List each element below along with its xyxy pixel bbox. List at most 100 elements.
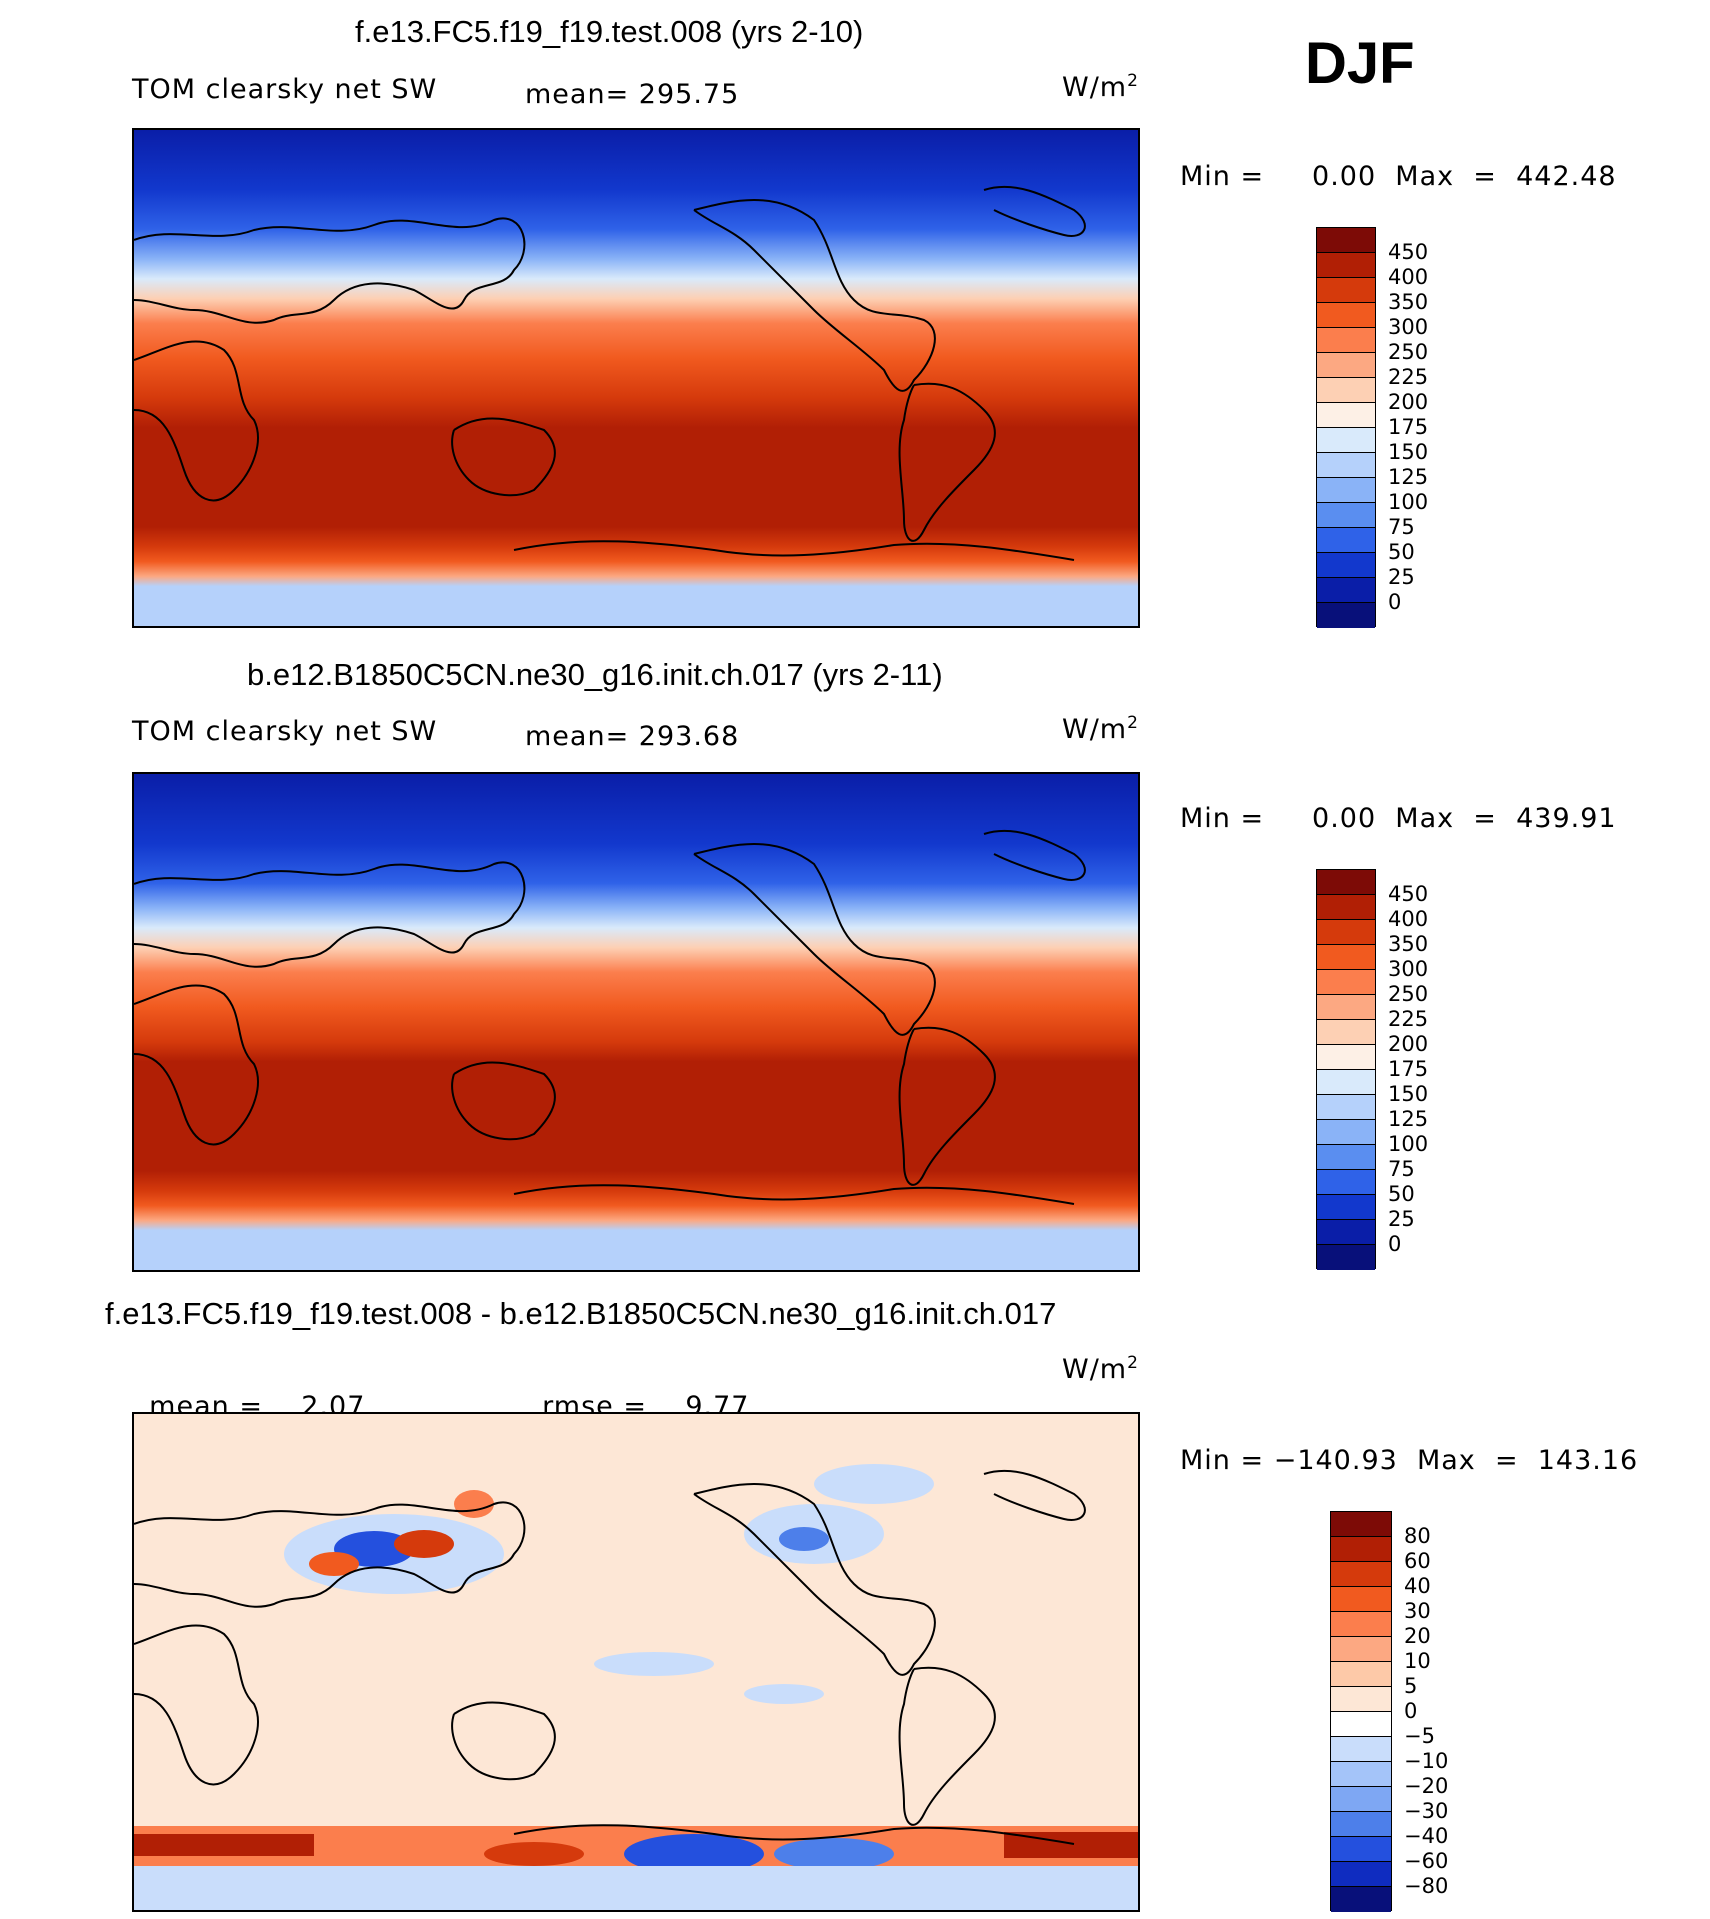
colorbar-segment: [1317, 453, 1375, 478]
colorbar-tick-label: 200: [1388, 390, 1429, 414]
panel-3-minmax: Min = −140.93 Max = 143.16: [1180, 1445, 1639, 1476]
colorbar-tick-label: 75: [1388, 1157, 1415, 1181]
colorbar-segment: [1331, 1562, 1391, 1587]
colorbar-segment: [1317, 228, 1375, 253]
colorbar-segment: [1317, 528, 1375, 553]
colorbar-segment: [1331, 1812, 1391, 1837]
colorbar-segment: [1317, 328, 1375, 353]
colorbar-segment: [1317, 945, 1375, 970]
colorbar-segment: [1331, 1662, 1391, 1687]
colorbar-tick-label: −10: [1404, 1749, 1449, 1773]
colorbar-tick-label: 60: [1404, 1549, 1431, 1573]
colorbar-segment: [1317, 1245, 1375, 1270]
colorbar-tick-label: 50: [1388, 1182, 1415, 1206]
colorbar-segment: [1317, 428, 1375, 453]
colorbar-segment: [1317, 1070, 1375, 1095]
colorbar-tick-label: 450: [1388, 882, 1429, 906]
colorbar-segment: [1317, 1170, 1375, 1195]
season-label: DJF: [1305, 31, 1415, 96]
panel-2-minmax: Min = 0.00 Max = 439.91: [1180, 803, 1617, 834]
colorbar-tick-label: 175: [1388, 415, 1429, 439]
colorbar-segment: [1317, 353, 1375, 378]
colorbar-tick-label: 400: [1388, 907, 1429, 931]
panel-1-units-sup: 2: [1127, 71, 1139, 91]
panel-1-map: [132, 128, 1140, 628]
panel-1-title: f.e13.FC5.f19_f19.test.008 (yrs 2-10): [355, 14, 864, 49]
panel-3-title: f.e13.FC5.f19_f19.test.008 - b.e12.B1850…: [105, 1296, 1057, 1331]
colorbar-tick-label: −5: [1404, 1724, 1435, 1748]
panel-1-mean-value: 295.75: [638, 79, 740, 110]
colorbar-segment: [1331, 1587, 1391, 1612]
colorbar-segment: [1317, 378, 1375, 403]
colorbar-tick-label: 10: [1404, 1649, 1431, 1673]
colorbar-tick-label: −60: [1404, 1849, 1449, 1873]
colorbar-tick-label: 350: [1388, 290, 1429, 314]
colorbar-tick-label: 75: [1388, 515, 1415, 539]
panel-1-colorbar-box: [1316, 227, 1376, 628]
colorbar-tick-label: 125: [1388, 1107, 1429, 1131]
colorbar-tick-label: −80: [1404, 1874, 1449, 1898]
colorbar-tick-label: 100: [1388, 1132, 1429, 1156]
panel-1-minmax: Min = 0.00 Max = 442.48: [1180, 161, 1617, 192]
colorbar-tick-label: −30: [1404, 1799, 1449, 1823]
colorbar-segment: [1317, 478, 1375, 503]
panel-2-mean: mean= 293.68: [525, 721, 739, 752]
colorbar-segment: [1317, 603, 1375, 628]
colorbar-tick-label: 400: [1388, 265, 1429, 289]
panel-2-colorbar-box: [1316, 869, 1376, 1270]
colorbar-tick-label: −40: [1404, 1824, 1449, 1848]
panel-1-map-svg: [134, 130, 1138, 626]
colorbar-segment: [1331, 1537, 1391, 1562]
colorbar-tick-label: 20: [1404, 1624, 1431, 1648]
panel-3-map-svg: [134, 1414, 1138, 1910]
colorbar-tick-label: 250: [1388, 982, 1429, 1006]
colorbar-segment: [1331, 1612, 1391, 1637]
panel-1-units-base: W/m: [1062, 72, 1128, 103]
colorbar-segment: [1317, 895, 1375, 920]
panel-3-colorbar-box: [1330, 1511, 1392, 1912]
colorbar-segment: [1331, 1837, 1391, 1862]
panel-3-units: W/m2: [1062, 1354, 1139, 1385]
panel-2-title: b.e12.B1850C5CN.ne30_g16.init.ch.017 (yr…: [247, 657, 943, 692]
colorbar-tick-label: 25: [1388, 565, 1415, 589]
colorbar-segment: [1317, 578, 1375, 603]
panel-1-mean: mean= 295.75: [525, 79, 739, 110]
colorbar-tick-label: 350: [1388, 932, 1429, 956]
colorbar-segment: [1331, 1787, 1391, 1812]
colorbar-segment: [1317, 1020, 1375, 1045]
colorbar-segment: [1331, 1512, 1391, 1537]
colorbar-tick-label: 225: [1388, 1007, 1429, 1031]
colorbar-tick-label: 300: [1388, 315, 1429, 339]
panel-1-units: W/m2: [1062, 72, 1139, 103]
colorbar-segment: [1317, 503, 1375, 528]
panel-3-units-base: W/m: [1062, 1354, 1128, 1385]
panel-2-coastlines: [134, 829, 1086, 1205]
panel-2-map: [132, 772, 1140, 1272]
colorbar-segment: [1331, 1637, 1391, 1662]
panel-2-mean-value: 293.68: [638, 721, 740, 752]
panel-1-coastlines: [134, 185, 1086, 561]
panel-2-units-sup: 2: [1127, 713, 1139, 733]
colorbar-segment: [1317, 553, 1375, 578]
colorbar-tick-label: −20: [1404, 1774, 1449, 1798]
colorbar-segment: [1317, 970, 1375, 995]
colorbar-segment: [1317, 870, 1375, 895]
colorbar-segment: [1331, 1712, 1391, 1737]
colorbar-segment: [1317, 1045, 1375, 1070]
colorbar-segment: [1317, 1220, 1375, 1245]
colorbar-tick-label: 30: [1404, 1599, 1431, 1623]
colorbar-segment: [1317, 303, 1375, 328]
colorbar-tick-label: 5: [1404, 1674, 1418, 1698]
colorbar-tick-label: 0: [1388, 1232, 1402, 1256]
colorbar-tick-label: 150: [1388, 440, 1429, 464]
colorbar-segment: [1331, 1887, 1391, 1912]
panel-2-units: W/m2: [1062, 714, 1139, 745]
panel-1-mean-label: mean=: [525, 79, 630, 110]
colorbar-segment: [1317, 1095, 1375, 1120]
colorbar-segment: [1331, 1687, 1391, 1712]
colorbar-tick-label: 40: [1404, 1574, 1431, 1598]
panel-2-map-svg: [134, 774, 1138, 1270]
panel-2-units-base: W/m: [1062, 714, 1128, 745]
colorbar-segment: [1317, 253, 1375, 278]
colorbar-tick-label: 0: [1404, 1699, 1418, 1723]
